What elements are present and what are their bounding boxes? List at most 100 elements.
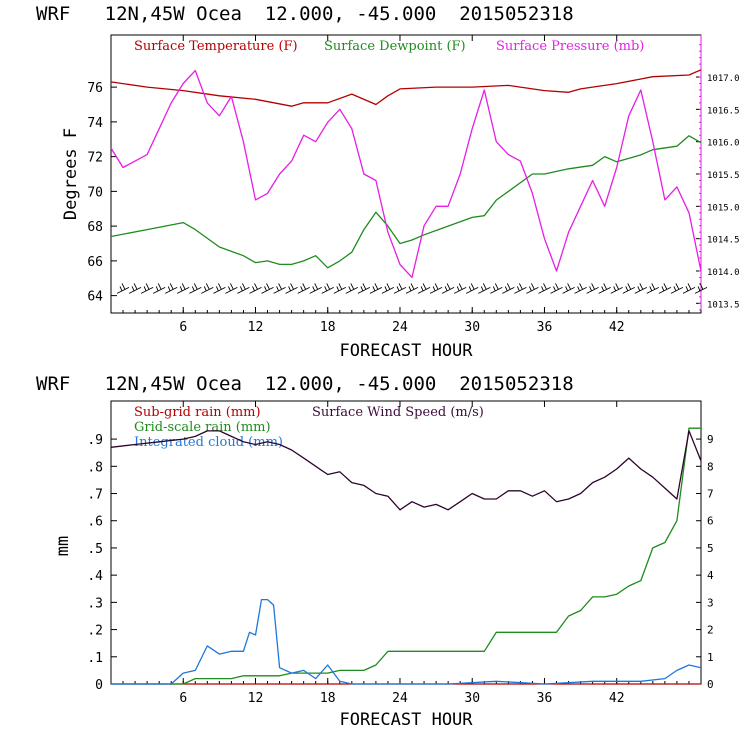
wind-barb bbox=[562, 283, 575, 294]
right-tick-label: 1013.5 bbox=[707, 300, 740, 310]
bottom-legend: Sub-grid rain (mm) Grid-scale rain (mm) … bbox=[134, 405, 484, 450]
right-tick-label: 9 bbox=[707, 433, 714, 446]
series-line-temperature bbox=[110, 69, 702, 107]
y-tick-label: .6 bbox=[87, 515, 103, 530]
y-tick-label: 74 bbox=[87, 116, 103, 131]
wind-barb bbox=[164, 283, 178, 294]
wind-barb bbox=[333, 283, 347, 294]
wind-barb bbox=[610, 283, 623, 294]
x-tick-label: 6 bbox=[179, 320, 187, 335]
right-tick-label: 1 bbox=[707, 651, 714, 664]
legend-subgrid-rain: Sub-grid rain (mm) bbox=[134, 405, 261, 420]
x-tick-label: 24 bbox=[392, 320, 408, 335]
bottom-x-axis-label: FORECAST HOUR bbox=[339, 710, 473, 730]
top-series bbox=[110, 69, 702, 279]
wind-barb bbox=[405, 283, 419, 294]
x-tick-label: 42 bbox=[609, 691, 625, 706]
series-line-cloud bbox=[111, 598, 702, 685]
right-tick-label: 8 bbox=[707, 460, 714, 473]
x-tick-label: 42 bbox=[609, 320, 625, 335]
wind-barb bbox=[176, 283, 190, 294]
bottom-left-axis: 0 .1 .2 .3 .4 .5 .6 .7 .8 .9 bbox=[87, 433, 117, 693]
x-tick-label: 12 bbox=[248, 691, 264, 706]
y-tick-label: 66 bbox=[87, 255, 103, 270]
y-tick-label: .2 bbox=[87, 624, 103, 639]
right-tick-label: 3 bbox=[707, 596, 714, 609]
wind-barb bbox=[213, 283, 226, 294]
temperature-chart: WRF 12N,45W Ocea 12.000, -45.000 2015052… bbox=[36, 3, 740, 361]
x-tick-label: 36 bbox=[537, 691, 553, 706]
wind-barb bbox=[490, 283, 503, 294]
wind-barb bbox=[646, 283, 660, 294]
top-left-axis: 64 66 68 70 72 74 76 bbox=[87, 81, 117, 305]
right-tick-label: 1014.0 bbox=[707, 268, 740, 278]
wind-barb bbox=[357, 283, 371, 294]
wind-barb bbox=[237, 283, 250, 294]
bottom-right-axis: 0 1 2 3 4 5 6 7 8 9 bbox=[696, 433, 714, 691]
precipitation-chart: WRF 12N,45W Ocea 12.000, -45.000 2015052… bbox=[36, 373, 714, 730]
wind-barb bbox=[297, 283, 310, 294]
x-tick-label: 30 bbox=[464, 691, 480, 706]
wind-barbs bbox=[116, 283, 708, 294]
wind-barb bbox=[538, 283, 551, 294]
wind-barb bbox=[189, 283, 202, 294]
wind-barb bbox=[453, 283, 467, 294]
wind-barb bbox=[152, 283, 166, 294]
x-tick-label: 12 bbox=[248, 320, 264, 335]
x-tick-label: 18 bbox=[320, 320, 336, 335]
right-tick-label: 1017.0 bbox=[707, 74, 740, 84]
right-tick-label: 4 bbox=[707, 569, 714, 582]
wind-barb bbox=[634, 283, 648, 294]
y-tick-label: 0 bbox=[95, 678, 103, 693]
y-tick-label: .9 bbox=[87, 433, 103, 448]
top-x-axis-label: FORECAST HOUR bbox=[339, 341, 473, 361]
wind-barb bbox=[116, 283, 130, 294]
series-line-pressure bbox=[110, 69, 702, 279]
x-tick-label: 18 bbox=[320, 691, 336, 706]
legend-dewpoint: Surface Dewpoint (F) bbox=[324, 39, 466, 54]
wind-barb bbox=[622, 283, 636, 294]
wind-barb bbox=[249, 283, 262, 294]
wind-barb bbox=[441, 283, 455, 294]
series-line-wind-shadow bbox=[110, 429, 702, 511]
series-line-gridscale_rain bbox=[111, 427, 701, 685]
wind-barb bbox=[417, 283, 431, 294]
wind-barb bbox=[140, 283, 154, 294]
wind-barb bbox=[478, 283, 491, 294]
right-tick-label: 7 bbox=[707, 488, 714, 501]
wind-barb bbox=[598, 283, 611, 294]
wind-barb bbox=[309, 283, 322, 294]
legend-temperature: Surface Temperature (F) bbox=[134, 39, 298, 54]
series-line-dewpoint bbox=[110, 135, 702, 269]
right-tick-label: 1015.0 bbox=[707, 203, 740, 213]
right-tick-label: 5 bbox=[707, 542, 714, 555]
legend-gridscale-rain: Grid-scale rain (mm) bbox=[134, 420, 271, 435]
wind-barb bbox=[369, 283, 383, 294]
right-tick-label: 2 bbox=[707, 624, 714, 637]
y-tick-label: .3 bbox=[87, 596, 103, 611]
y-tick-label: .4 bbox=[87, 569, 103, 584]
wind-barb bbox=[682, 283, 696, 294]
top-x-axis: 6 12 18 24 30 36 42 bbox=[110, 35, 702, 335]
x-tick-label: 30 bbox=[464, 320, 480, 335]
wind-barb bbox=[514, 283, 527, 294]
wind-barb bbox=[285, 283, 298, 294]
wind-barb bbox=[381, 283, 395, 294]
y-tick-label: .1 bbox=[87, 651, 103, 666]
wind-barb bbox=[429, 283, 443, 294]
top-chart-header: WRF 12N,45W Ocea 12.000, -45.000 2015052… bbox=[36, 3, 574, 25]
wind-barb bbox=[586, 283, 599, 294]
wind-barb bbox=[273, 283, 286, 294]
x-tick-label: 24 bbox=[392, 691, 408, 706]
y-tick-label: .5 bbox=[87, 542, 103, 557]
y-tick-label: 76 bbox=[87, 81, 103, 96]
top-y-axis-label: Degrees F bbox=[61, 128, 81, 220]
legend-wind-speed: Surface Wind Speed (m/s) bbox=[312, 405, 484, 420]
legend-integrated-cloud: Integrated cloud (mm) bbox=[134, 435, 283, 450]
top-legend: Surface Temperature (F) Surface Dewpoint… bbox=[134, 39, 644, 54]
wind-barb bbox=[321, 283, 334, 294]
wind-barb bbox=[465, 283, 479, 294]
x-tick-label: 6 bbox=[179, 691, 187, 706]
bottom-x-axis: 6 12 18 24 30 36 42 bbox=[110, 401, 702, 706]
y-tick-label: .7 bbox=[87, 488, 103, 503]
